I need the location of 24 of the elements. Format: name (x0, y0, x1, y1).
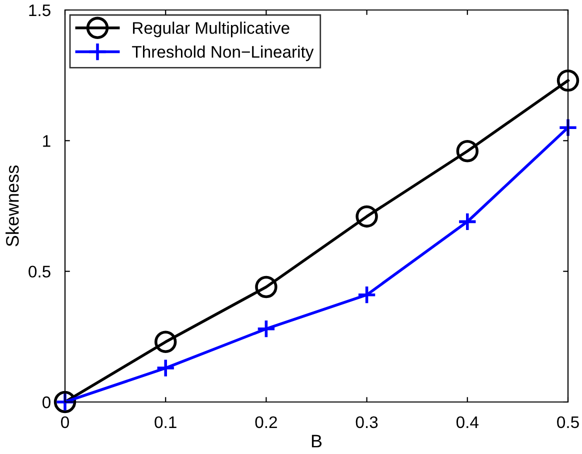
point (156, 358, 176, 378)
x-tick-label: 0.2 (255, 416, 277, 428)
x-tick-label: 0.4 (456, 416, 478, 428)
x-axis-title: B (312, 434, 322, 448)
x-tick-label: 0.1 (154, 416, 176, 428)
y-axis-title: Skewness (6, 166, 19, 246)
point (255, 276, 278, 298)
y-tick-label: 0.5 (28, 266, 50, 278)
x-tick-label: 0 (61, 416, 69, 428)
y-tick-label: 1.5 (29, 4, 50, 16)
point (356, 205, 378, 228)
point (556, 69, 580, 92)
x-tick-label: 0.3 (356, 416, 378, 428)
point (154, 330, 177, 354)
point (558, 118, 578, 138)
legend-label: Regular Multiplicative (133, 22, 290, 38)
y-tick-label: 1 (43, 135, 50, 147)
legend-label: Threshold Non−Linearity (132, 46, 314, 62)
point (357, 285, 377, 305)
y-tick-label: 0 (42, 396, 50, 408)
point (458, 212, 478, 232)
x-tick-label: 0.5 (557, 416, 579, 428)
point (456, 140, 479, 162)
point (256, 319, 276, 339)
